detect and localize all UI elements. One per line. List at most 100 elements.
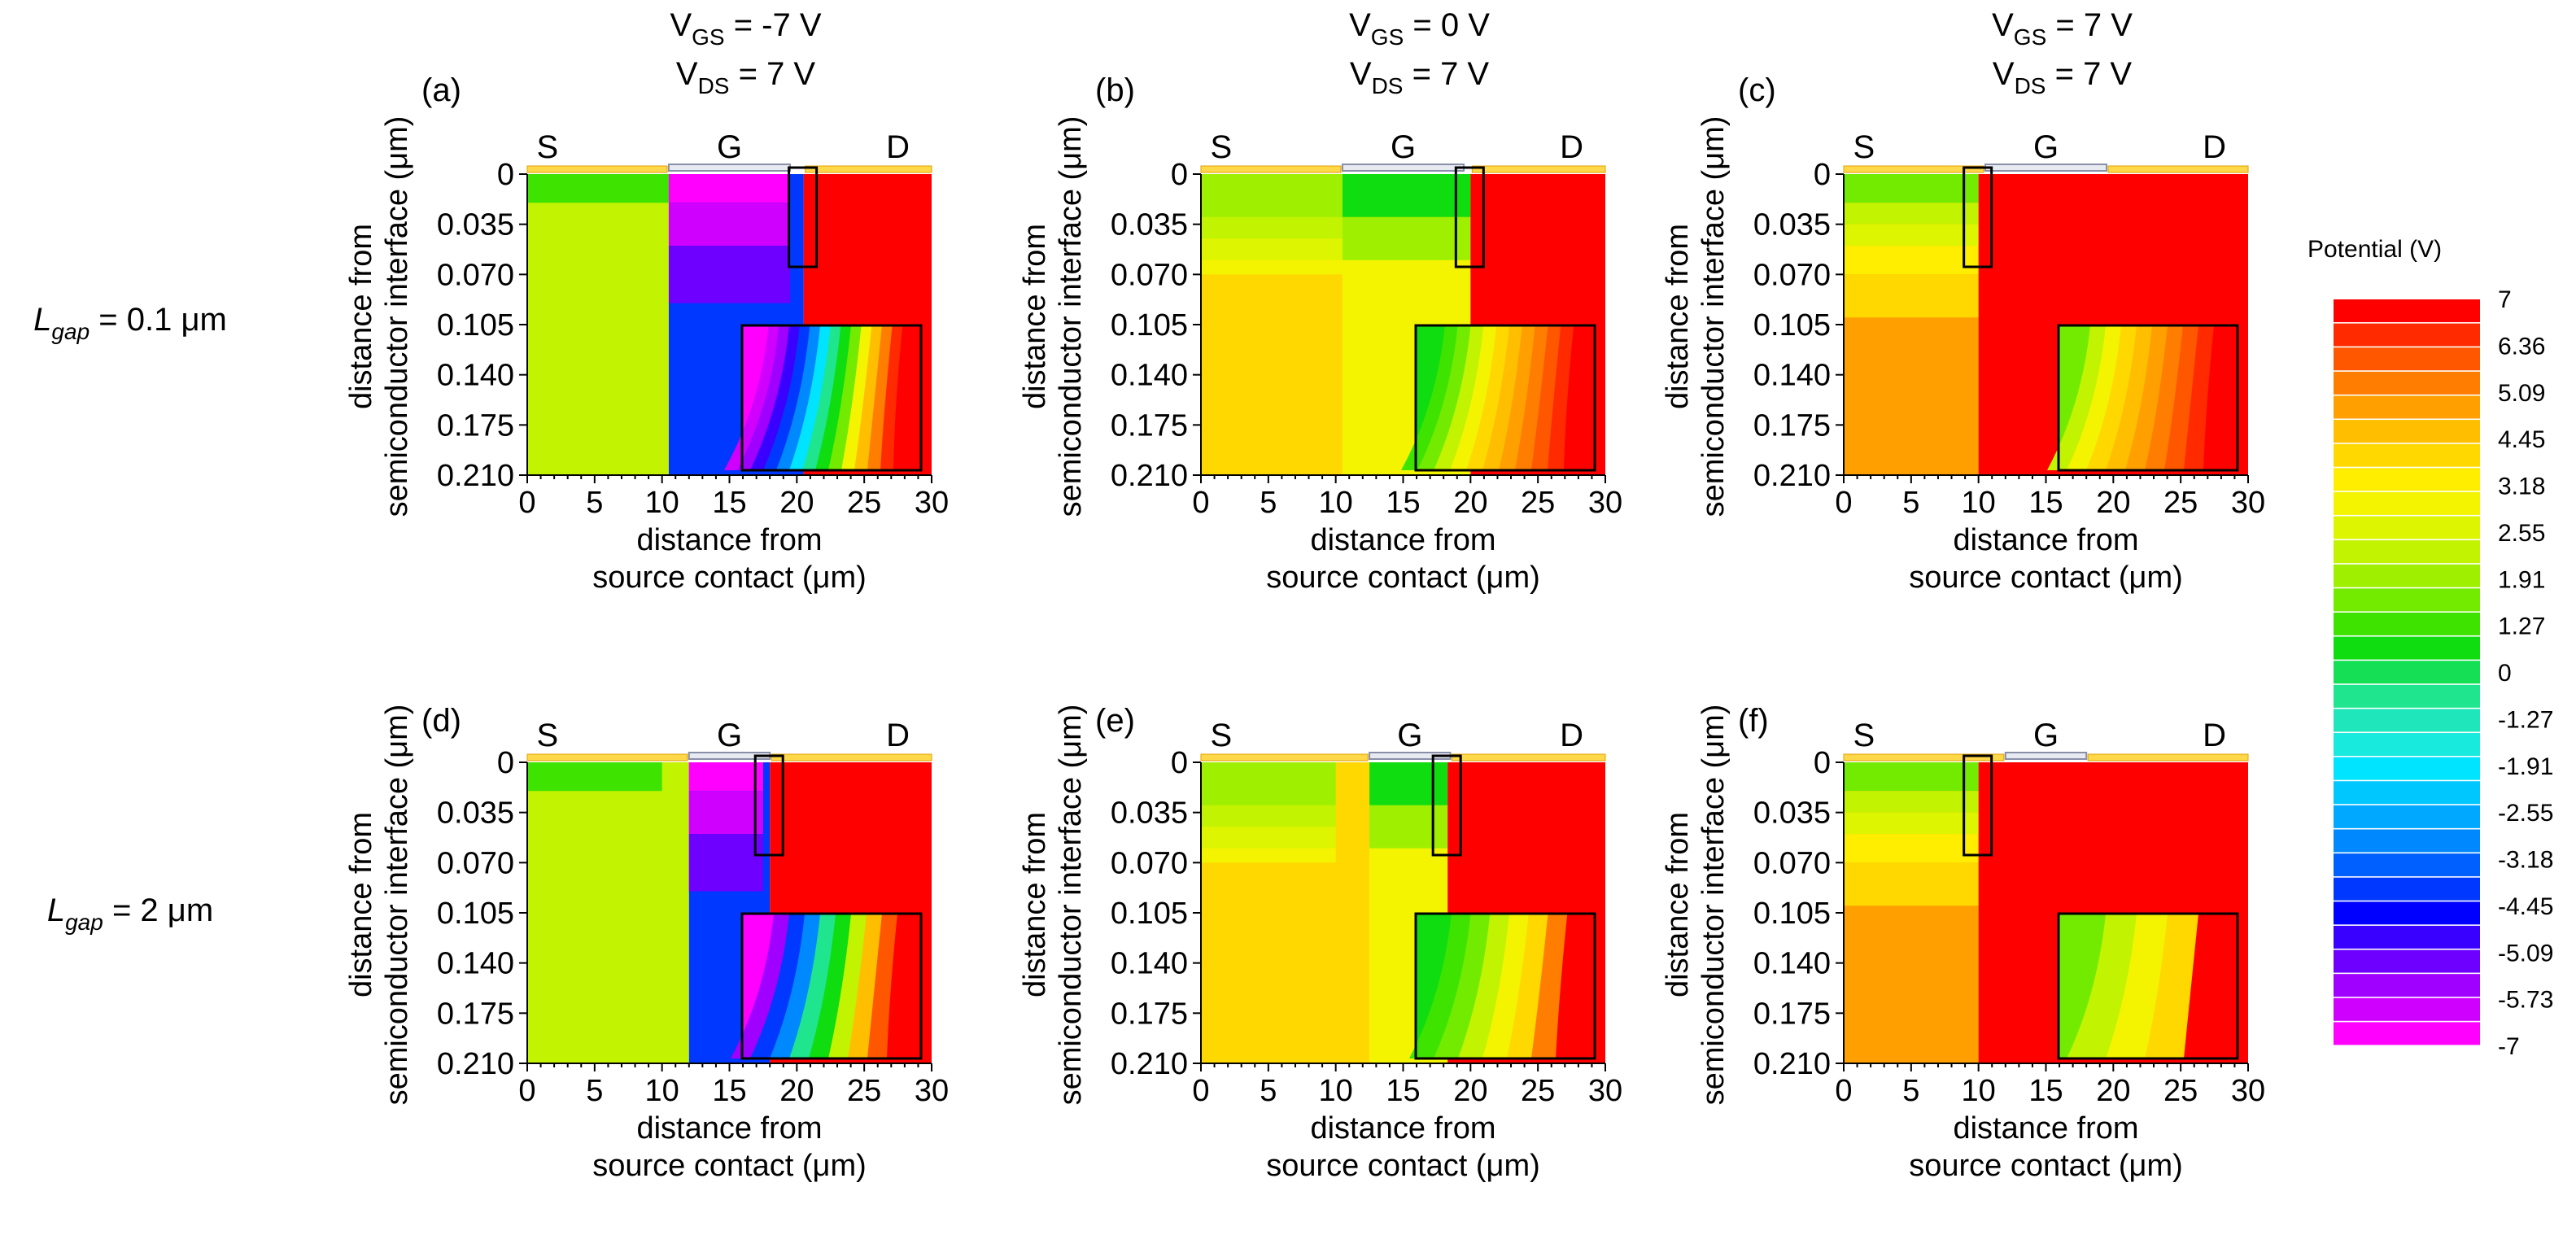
x-tick-label: 5 — [1260, 486, 1277, 520]
y-tick-label: 0 — [1814, 158, 1831, 192]
y-axis-label: distance from — [1661, 812, 1695, 997]
y-tick-label: 0.210 — [437, 459, 514, 493]
potential-region — [1844, 203, 1979, 225]
source-label: S — [1211, 718, 1233, 753]
potential-region — [1201, 174, 1343, 217]
colorbar-label: 1.27 — [2498, 613, 2545, 640]
panel-letter: (b) — [1095, 72, 1135, 108]
y-tick-label: 0.035 — [1753, 208, 1831, 242]
potential-region — [1844, 862, 1979, 906]
y-tick-label: 0.175 — [437, 997, 514, 1031]
y-tick-label: 0.210 — [1111, 1047, 1188, 1081]
colorbar-swatch — [2334, 829, 2480, 853]
colorbar-label: 4.45 — [2498, 426, 2545, 453]
x-tick-label: 30 — [915, 486, 949, 520]
colorbar-swatch — [2334, 757, 2480, 780]
colorbar-label: -7 — [2498, 1033, 2520, 1060]
y-tick-label: 0.105 — [1753, 308, 1831, 343]
colorbar-swatch — [2334, 636, 2480, 660]
panel-letter: (d) — [421, 703, 461, 739]
colorbar-swatch — [2334, 661, 2480, 684]
drain-electrode — [2087, 753, 2249, 762]
x-tick-label: 15 — [712, 1074, 746, 1108]
zoom-region-box — [1963, 754, 1993, 857]
inset-band — [1564, 325, 1595, 470]
potential-region — [1844, 762, 1979, 792]
x-tick-label: 5 — [1260, 1074, 1277, 1108]
x-axis-label: distance from — [1953, 523, 2138, 557]
y-tick-label: 0.070 — [1111, 258, 1188, 292]
x-tick-label: 20 — [1453, 486, 1487, 520]
gate-label: G — [717, 718, 742, 753]
potential-region — [1201, 260, 1343, 275]
colorbar-swatch — [2334, 564, 2480, 587]
x-tick-label: 15 — [2028, 486, 2063, 520]
y-axis-label: distance from — [1018, 812, 1052, 997]
potential-region — [1844, 791, 1979, 813]
x-tick-label: 25 — [847, 1074, 881, 1108]
inset-band — [893, 325, 921, 470]
zoom-region-box — [1454, 166, 1485, 268]
x-axis-label: distance from — [636, 523, 822, 557]
y-tick-label: 0.070 — [437, 846, 514, 880]
colorbar-label: 5.09 — [2498, 380, 2545, 407]
colorbar-swatch — [2334, 733, 2480, 757]
source-electrode — [1843, 753, 2005, 762]
colorbar-swatch — [2334, 853, 2480, 877]
inset-zoom — [1409, 912, 1596, 1060]
labels-layer: VGS = -7 V VDS = 7 V VGS = 0 V VDS = 7 V VGS… — [33, 7, 2133, 935]
gap-length-label: Lgap = 2 μm — [47, 892, 213, 935]
colorbar-label: 1.91 — [2498, 566, 2545, 593]
panel-letter: (e) — [1095, 703, 1135, 739]
gate-label: G — [1397, 718, 1422, 753]
y-tick-label: 0.035 — [1111, 208, 1188, 242]
y-tick-label: 0.210 — [1753, 459, 1831, 493]
vds-header: VDS = 7 V — [676, 56, 816, 98]
colorbar-swatch — [2334, 443, 2480, 467]
potential-region — [688, 791, 763, 835]
gate-label: G — [717, 129, 742, 165]
y-tick-label: 0.035 — [1753, 796, 1831, 831]
x-axis-label: source contact (μm) — [1266, 1149, 1540, 1183]
y-tick-label: 0.070 — [437, 258, 514, 292]
y-tick-label: 0.175 — [1753, 408, 1831, 443]
x-tick-label: 30 — [2231, 1074, 2265, 1108]
source-label: S — [1853, 718, 1875, 753]
y-axis-label: semiconductor interface (μm) — [1054, 116, 1088, 517]
colorbar-swatch — [2334, 949, 2480, 973]
y-tick-label: 0.140 — [1753, 947, 1831, 981]
drain-label: D — [886, 718, 910, 753]
colorbar-label: -1.27 — [2498, 706, 2553, 733]
potential-region — [668, 174, 791, 203]
colorbar-swatch — [2334, 709, 2480, 732]
x-tick-label: 0 — [1192, 1074, 1209, 1108]
x-tick-label: 0 — [1192, 486, 1209, 520]
y-tick-label: 0.175 — [1111, 997, 1188, 1031]
gate-label: G — [2033, 718, 2059, 753]
x-tick-label: 10 — [1962, 1074, 1996, 1108]
colorbar-label: -2.55 — [2498, 800, 2553, 827]
drain-label: D — [1560, 718, 1583, 753]
inset-frame — [2057, 912, 2239, 1060]
x-tick-label: 10 — [645, 486, 679, 520]
drain-electrode — [1451, 753, 1606, 762]
gate-label: G — [1391, 129, 1416, 165]
potential-region — [1201, 848, 1336, 863]
y-tick-label: 0.140 — [1111, 947, 1188, 981]
potential-region — [527, 762, 689, 1063]
x-tick-label: 25 — [2163, 486, 2198, 520]
x-axis-label: distance from — [636, 1111, 822, 1146]
x-tick-label: 0 — [1835, 1074, 1852, 1108]
y-tick-label: 0.175 — [1753, 997, 1831, 1031]
x-axis-label: source contact (μm) — [1909, 1149, 2183, 1183]
potential-region — [1342, 216, 1471, 260]
x-tick-label: 0 — [518, 1074, 535, 1108]
y-tick-label: 0.035 — [437, 796, 514, 831]
potential-region — [1844, 224, 1979, 247]
colorbar-swatch — [2334, 371, 2480, 395]
drain-label: D — [2203, 129, 2226, 165]
